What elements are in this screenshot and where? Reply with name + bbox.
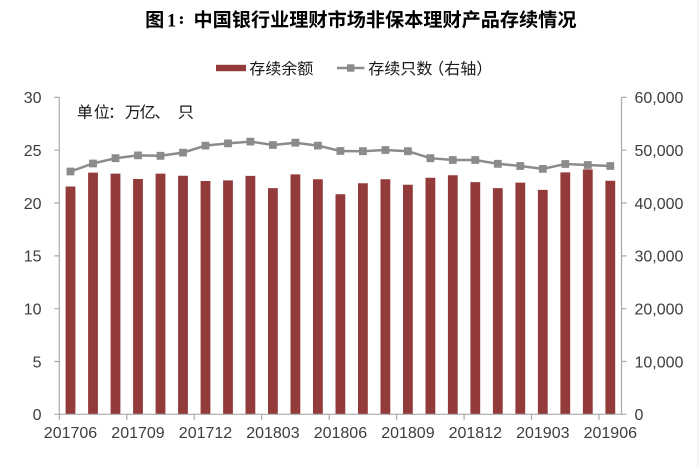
- svg-text:201906: 201906: [584, 425, 637, 442]
- svg-text:0: 0: [635, 407, 644, 424]
- svg-text:15: 15: [24, 249, 42, 266]
- svg-text:10,000: 10,000: [635, 354, 684, 371]
- svg-text:40,000: 40,000: [635, 196, 684, 213]
- svg-text:30,000: 30,000: [635, 249, 684, 266]
- svg-text:201903: 201903: [516, 425, 569, 442]
- svg-text:5: 5: [33, 354, 42, 371]
- svg-text:20: 20: [24, 196, 42, 213]
- svg-text:25: 25: [24, 143, 42, 160]
- svg-text:201706: 201706: [44, 425, 97, 442]
- svg-text:201709: 201709: [111, 425, 164, 442]
- svg-text:201803: 201803: [246, 425, 299, 442]
- svg-text:50,000: 50,000: [635, 143, 684, 160]
- svg-text:201809: 201809: [381, 425, 434, 442]
- svg-text:30: 30: [24, 90, 42, 107]
- svg-text:201806: 201806: [314, 425, 367, 442]
- svg-text:1: 1: [167, 12, 176, 32]
- svg-text:201812: 201812: [449, 425, 502, 442]
- svg-text:10: 10: [24, 302, 42, 319]
- svg-text:0: 0: [33, 407, 42, 424]
- svg-text:201712: 201712: [179, 425, 232, 442]
- svg-text:20,000: 20,000: [635, 302, 684, 319]
- svg-text:60,000: 60,000: [635, 90, 684, 107]
